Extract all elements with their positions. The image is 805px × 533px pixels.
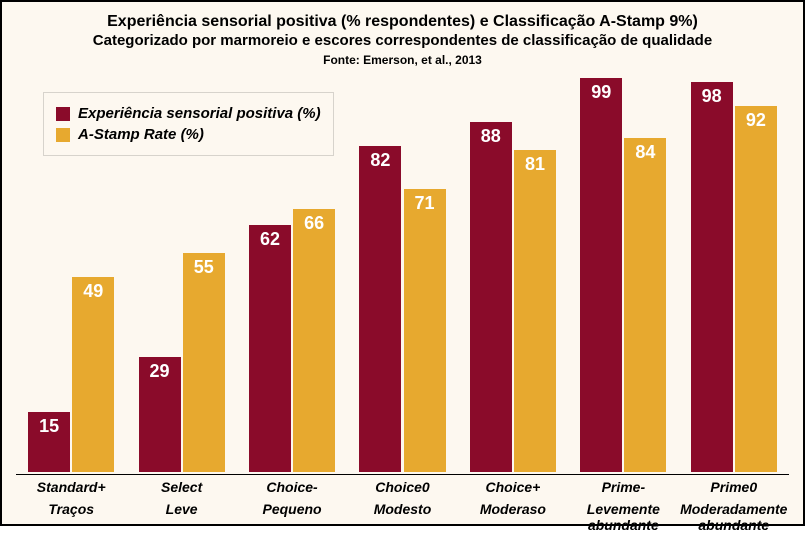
- legend-label: Experiência sensorial positiva (%): [78, 105, 321, 122]
- x-axis-label-line1: Prime-: [568, 479, 678, 495]
- x-axis-label-line1: Choice-: [237, 479, 347, 495]
- bar-value-label: 92: [735, 110, 777, 131]
- title-block: Experiência sensorial positiva (% respon…: [16, 12, 789, 68]
- bar-sensorial: 88: [470, 122, 512, 472]
- bar-value-label: 49: [72, 281, 114, 302]
- legend-label: A-Stamp Rate (%): [78, 126, 204, 143]
- legend-swatch: [56, 128, 70, 142]
- x-axis-label-line2: Traços: [16, 501, 126, 517]
- bar-value-label: 71: [404, 193, 446, 214]
- bar-value-label: 55: [183, 257, 225, 278]
- bar-value-label: 88: [470, 126, 512, 147]
- x-axis-label-line1: Choice0: [347, 479, 457, 495]
- bar-astamp: 81: [514, 150, 556, 472]
- legend-item: Experiência sensorial positiva (%): [56, 105, 321, 122]
- x-axis-label: Choice+ Moderaso: [458, 479, 568, 517]
- bar-value-label: 98: [691, 86, 733, 107]
- x-axis-label: Standard+ Traços: [16, 479, 126, 517]
- bar-value-label: 29: [139, 361, 181, 382]
- x-axis-label-line2: Pequeno: [237, 501, 347, 517]
- bar-astamp: 84: [624, 138, 666, 472]
- bar-sensorial: 99: [580, 78, 622, 472]
- x-axis-label-line1: Choice+: [458, 479, 568, 495]
- bar-sensorial: 29: [139, 357, 181, 472]
- bar-astamp: 71: [404, 189, 446, 472]
- x-axis-label: Select Leve: [126, 479, 236, 517]
- x-axis-label: Choice- Pequeno: [237, 479, 347, 517]
- chart-frame: Experiência sensorial positiva (% respon…: [0, 0, 805, 526]
- legend-swatch: [56, 107, 70, 121]
- bar-group: 82 71: [347, 74, 457, 472]
- bar-sensorial: 98: [691, 82, 733, 472]
- bar-astamp: 66: [293, 209, 335, 472]
- bar-sensorial: 15: [28, 412, 70, 472]
- bar-value-label: 62: [249, 229, 291, 250]
- bar-value-label: 66: [293, 213, 335, 234]
- x-axis-label: Prime- Levemente abundante: [568, 479, 678, 533]
- legend: Experiência sensorial positiva (%) A-Stam…: [43, 92, 334, 156]
- x-axis-label-line2: Leve: [126, 501, 236, 517]
- x-axis: Standard+TraçosSelectLeveChoice-PequenoC…: [16, 474, 789, 518]
- bar-value-label: 15: [28, 416, 70, 437]
- x-axis-label-line2: Levemente abundante: [568, 501, 678, 533]
- bar-value-label: 81: [514, 154, 556, 175]
- title-line-1: Experiência sensorial positiva (% respon…: [16, 12, 789, 32]
- x-axis-label: Choice0 Modesto: [347, 479, 457, 517]
- bar-astamp: 55: [183, 253, 225, 472]
- bar-astamp: 92: [735, 106, 777, 472]
- bar-astamp: 49: [72, 277, 114, 472]
- x-axis-label: Prime0 Moderadamente abundante: [679, 479, 789, 533]
- bar-sensorial: 62: [249, 225, 291, 472]
- bar-sensorial: 82: [359, 146, 401, 472]
- bar-value-label: 84: [624, 142, 666, 163]
- bar-group: 9892: [679, 74, 789, 472]
- source-line: Fonte: Emerson, et al., 2013: [16, 53, 789, 68]
- bar-value-label: 82: [359, 150, 401, 171]
- bar-group: 99 84: [568, 74, 678, 472]
- x-axis-label-line1: Select: [126, 479, 236, 495]
- x-axis-label-line2: Modesto: [347, 501, 457, 517]
- legend-item: A-Stamp Rate (%): [56, 126, 321, 143]
- chart-area: Experiência sensorial positiva (%) A-Stam…: [16, 74, 789, 472]
- x-axis-label-line2: Moderaso: [458, 501, 568, 517]
- x-axis-label-line1: Standard+: [16, 479, 126, 495]
- bar-value-label: 99: [580, 82, 622, 103]
- bar-group: 8881: [458, 74, 568, 472]
- x-axis-label-line1: Prime0: [679, 479, 789, 495]
- x-axis-label-line2: Moderadamente abundante: [679, 501, 789, 533]
- title-line-2: Categorizado por marmoreio e escores cor…: [16, 32, 789, 51]
